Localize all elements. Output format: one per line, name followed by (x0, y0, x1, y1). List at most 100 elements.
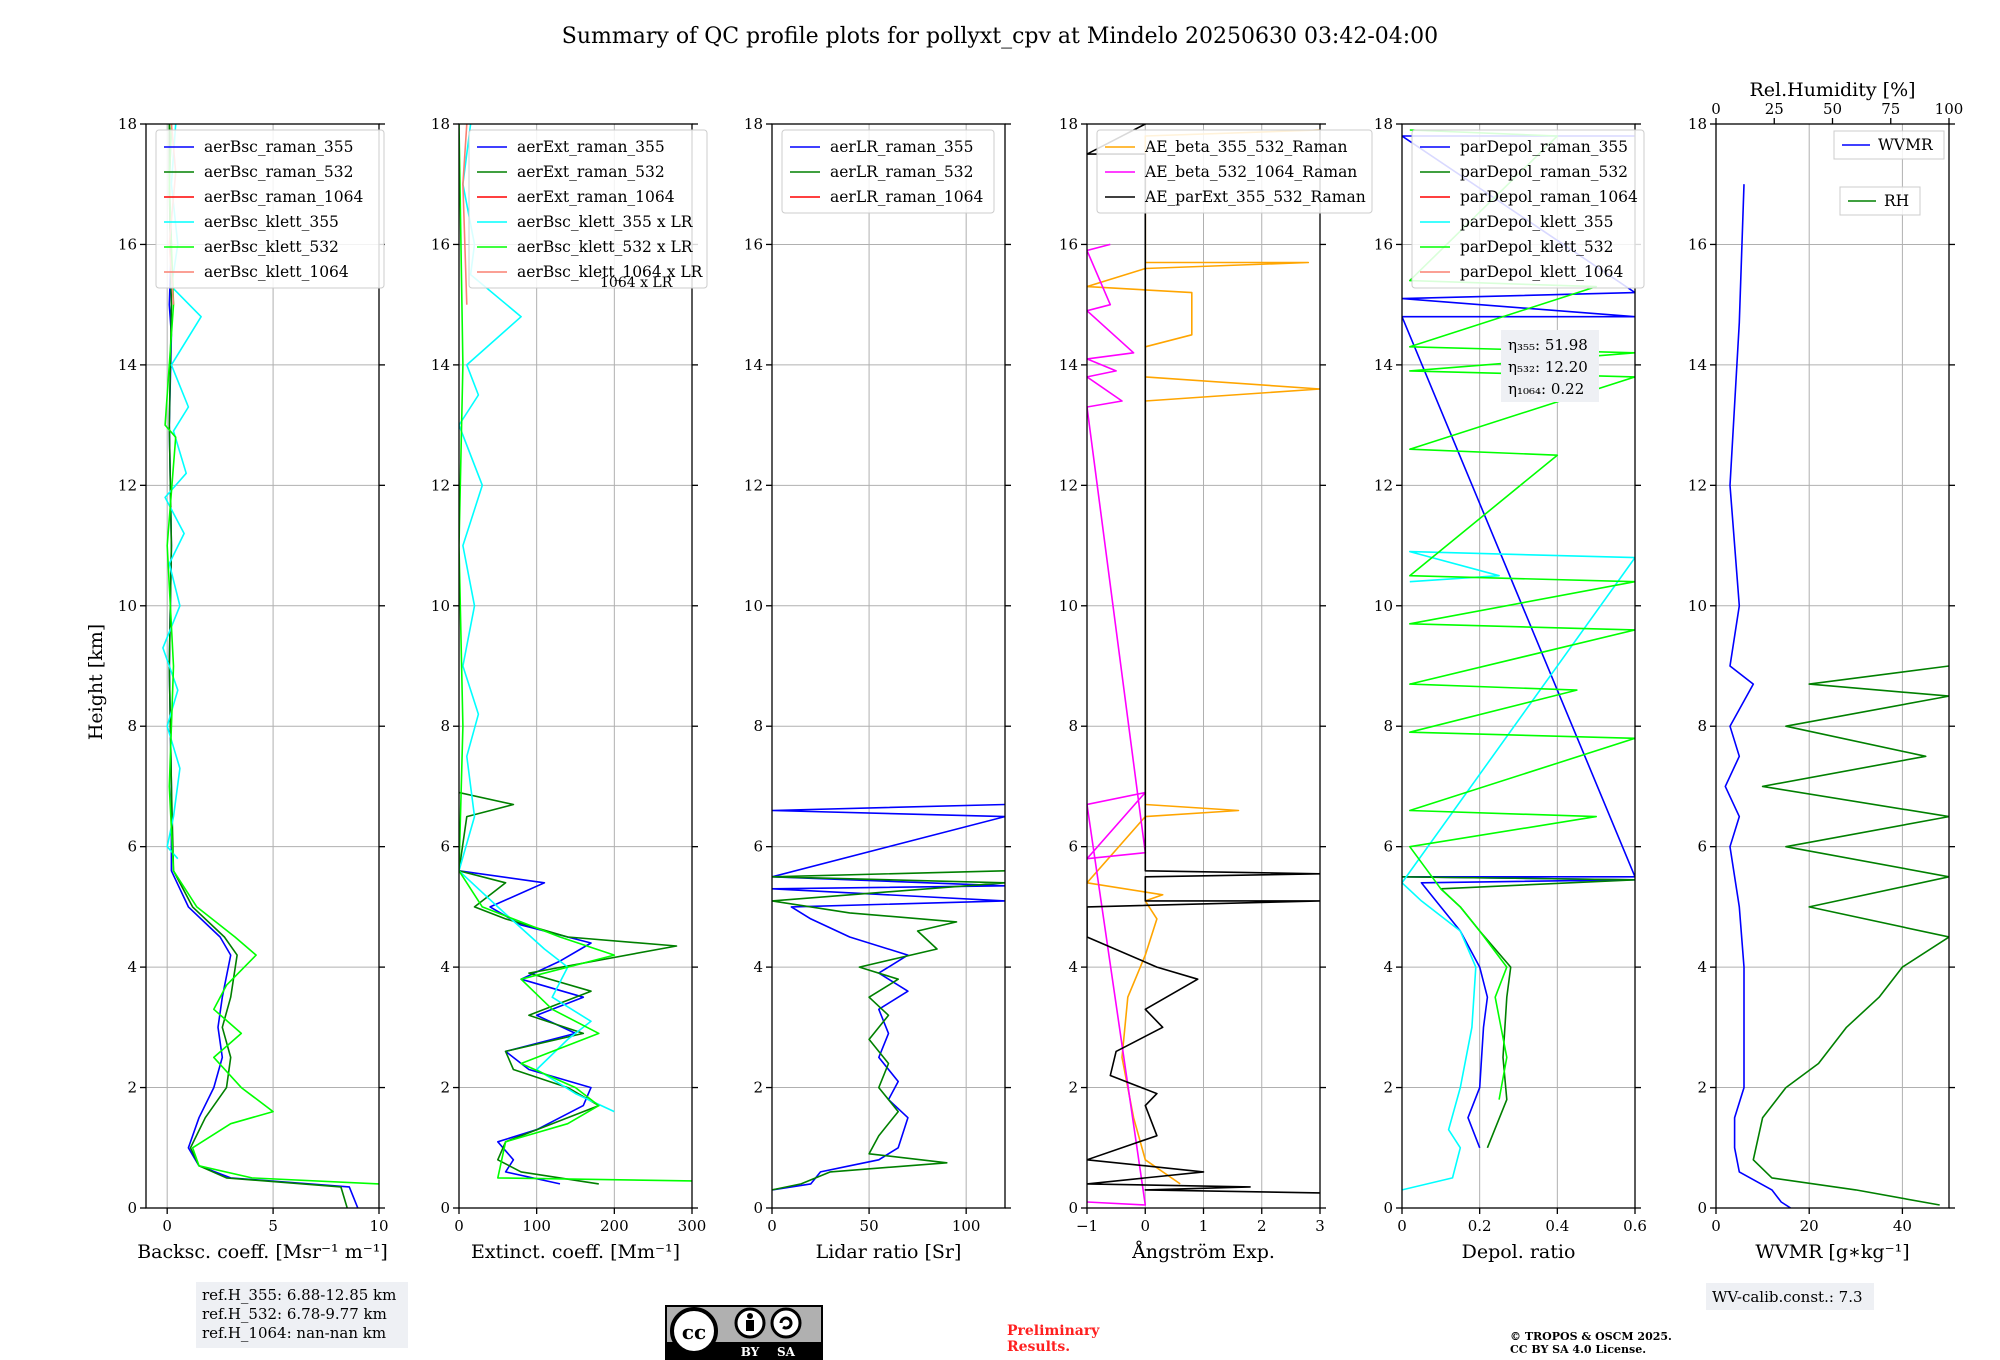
preliminary-line-2: Results. (1007, 1339, 1070, 1355)
y-tick-label: 8 (753, 717, 763, 735)
series-line-AE_parExt_355_532_Raman (1087, 124, 1320, 1194)
legend-label: aerBsc_raman_355 (204, 138, 354, 156)
y-tick-label: 2 (1068, 1079, 1078, 1097)
x-tick-label: 40 (1893, 1217, 1912, 1235)
legend-box (468, 129, 708, 289)
x-tick-label: 0.2 (1468, 1217, 1492, 1235)
eta-annotation-line: η₃₅₅: 51.98 (1508, 336, 1588, 354)
legend-box (1096, 129, 1373, 214)
y-tick-label: 14 (1059, 356, 1078, 374)
series-line-RH (1752, 665, 1949, 1206)
by-icon (734, 1307, 766, 1339)
legend-label: aerLR_raman_355 (830, 138, 973, 156)
y-tick-label: 14 (1688, 356, 1707, 374)
x-tick-label: 3 (1315, 1217, 1325, 1235)
y-tick-label: 2 (127, 1079, 137, 1097)
series-line-aerBsc_klett_532 (164, 124, 379, 1185)
x-tick-label: 20 (1800, 1217, 1819, 1235)
x-axis-label: Backsc. coeff. [Msr⁻¹ m⁻¹] (137, 1241, 388, 1263)
series-line-parDepol_raman_532 (1402, 876, 1635, 1149)
copyright-line-1: © TROPOS & OSCM 2025. (1510, 1330, 1672, 1343)
x-tick-label: 0.6 (1623, 1217, 1647, 1235)
series-line-AE_beta_532_1064_Raman (1087, 243, 1147, 1206)
y-tick-label: 14 (118, 356, 137, 374)
y-tick-label: 0 (753, 1199, 763, 1217)
y-tick-label: 0 (1068, 1199, 1078, 1217)
wv-calib-text: WV-calib.const.: 7.3 (1712, 1288, 1863, 1306)
legend-label: aerBsc_raman_532 (204, 163, 354, 181)
legend-label: AE_beta_355_532_Raman (1144, 138, 1347, 156)
x-tick-label: 300 (678, 1217, 707, 1235)
y-tick-label: 2 (440, 1079, 450, 1097)
legend-label: aerExt_raman_1064 (517, 188, 675, 206)
y-tick-label: 18 (1374, 115, 1393, 133)
series-line-aerLR_raman_532 (772, 870, 1005, 1191)
legend-label: aerBsc_klett_355 (204, 213, 339, 231)
legend-label: parDepol_klett_532 (1460, 238, 1613, 256)
legend: aerBsc_raman_355 aerBsc_raman_532 aerBsc_r… (155, 129, 385, 289)
series-line-aerBsc_klett_355 x LR (459, 124, 615, 1113)
cc-mark: cc (682, 1320, 706, 1344)
x-tick-label: 0 (1397, 1217, 1407, 1235)
legend-label: parDepol_raman_532 (1460, 163, 1628, 181)
y-tick-label: 10 (744, 597, 763, 615)
x-tick-label: 1 (1199, 1217, 1209, 1235)
legend-label: aerBsc_raman_1064 (204, 188, 364, 206)
legend: aerLR_raman_355 aerLR_raman_532 aerLR_rama… (781, 129, 995, 214)
x-axis-label: Depol. ratio (1462, 1241, 1576, 1263)
y-tick-label: 12 (118, 476, 137, 494)
x-tick-label: 0 (767, 1217, 777, 1235)
legend-label: parDepol_raman_1064 (1460, 188, 1638, 206)
legend-label: aerLR_raman_1064 (830, 188, 983, 206)
legend-label: aerBsc_klett_532 x LR (517, 238, 694, 256)
y-tick-label: 2 (1697, 1079, 1707, 1097)
legend-box (1411, 129, 1645, 289)
y-tick-label: 0 (440, 1199, 450, 1217)
y-tick-label: 14 (431, 356, 450, 374)
y-tick-label: 18 (744, 115, 763, 133)
panel-lr: 0 2 4 6 8 10 12 14 16 18 0 50 100 Lidar ratio [Sr] aer… (744, 115, 1011, 1263)
y-tick-label: 12 (1374, 476, 1393, 494)
preliminary-note: Preliminary Results. (1007, 1323, 1100, 1355)
y-tick-label: 8 (127, 717, 137, 735)
ref-height-355: ref.H_355: 6.88-12.85 km (202, 1286, 396, 1304)
legend-box (155, 129, 385, 289)
y-tick-label: 16 (1059, 235, 1078, 253)
y-axis-label: Height [km] (85, 624, 107, 740)
axes-frame (145, 123, 380, 1209)
y-tick-label: 6 (1068, 838, 1078, 856)
y-tick-label: 10 (118, 597, 137, 615)
y-tick-label: 4 (1068, 958, 1078, 976)
x-tick-label: 100 (522, 1217, 551, 1235)
x-axis-label: Extinct. coeff. [Mm⁻¹] (471, 1241, 680, 1263)
y-tick-label: 18 (1059, 115, 1078, 133)
series-line-aerBsc_klett_532 x LR (459, 124, 692, 1182)
x-tick-label: 0 (162, 1217, 172, 1235)
by-text: BY (741, 1345, 760, 1359)
ref-heights-box: ref.H_355: 6.88-12.85 km ref.H_532: 6.78… (196, 1282, 408, 1348)
y-tick-label: 6 (1697, 838, 1707, 856)
x-tick-label: −1 (1076, 1217, 1098, 1235)
y-tick-label: 4 (1697, 958, 1707, 976)
series-line-parDepol_klett_355 (1402, 550, 1635, 1191)
legend-label: aerLR_raman_532 (830, 163, 973, 181)
y-tick-label: 10 (431, 597, 450, 615)
top-x-tick-label: 0 (1711, 100, 1721, 118)
legend-label: aerExt_raman_532 (517, 163, 665, 181)
x-axis-label: WVMR [g∗kg⁻¹] (1755, 1241, 1909, 1263)
eta-annotation-box (1501, 330, 1599, 402)
top-x-tick-label: 100 (1935, 100, 1964, 118)
legend-label: parDepol_klett_1064 (1460, 263, 1623, 281)
y-tick-label: 14 (1374, 356, 1393, 374)
y-tick-label: 16 (1688, 235, 1707, 253)
x-tick-label: 5 (268, 1217, 278, 1235)
axes-frame (771, 123, 1006, 1209)
legend-box (781, 129, 995, 214)
figure-title: Summary of QC profile plots for pollyxt_… (562, 24, 1438, 49)
overlay-text: 1064 x LR (600, 275, 673, 291)
series-group (772, 803, 1005, 1191)
y-tick-label: 8 (440, 717, 450, 735)
legend-label: parDepol_raman_355 (1460, 138, 1628, 156)
eta-annotation-line: η₅₃₂: 12.20 (1508, 358, 1588, 376)
